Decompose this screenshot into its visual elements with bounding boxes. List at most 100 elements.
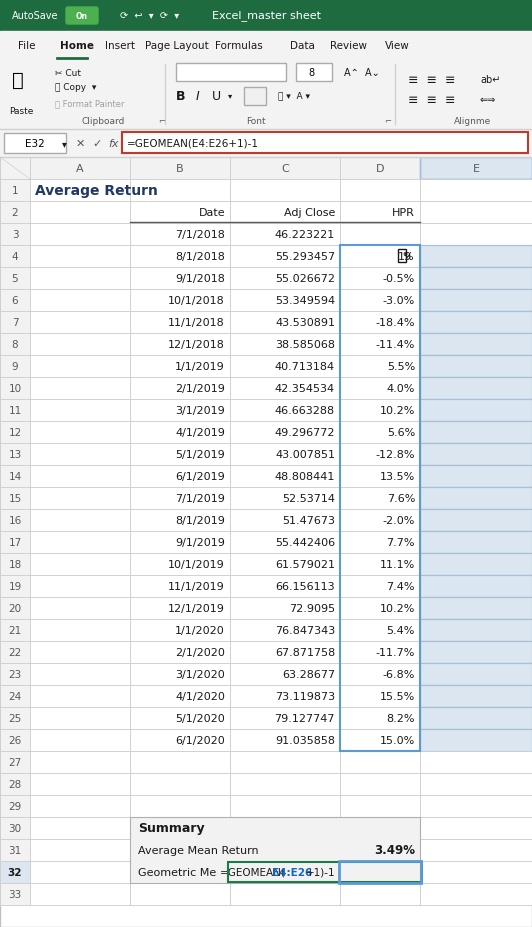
Text: 46.663288: 46.663288 (275, 405, 335, 415)
Bar (130, 443, 230, 465)
Bar (30, 664, 130, 685)
Text: 7/1/2019: 7/1/2019 (175, 493, 225, 503)
Text: 51.47673: 51.47673 (282, 515, 335, 526)
Bar (420, 202, 532, 223)
Text: 12: 12 (9, 427, 22, 438)
Bar (0, 180, 30, 202)
Text: =GEOMEAN(E4:E26+1)-1: =GEOMEAN(E4:E26+1)-1 (127, 139, 259, 149)
Bar (0, 619, 30, 641)
FancyBboxPatch shape (122, 133, 528, 154)
Bar (30, 158, 130, 180)
Text: 19: 19 (398, 252, 412, 261)
Text: -6.8%: -6.8% (383, 669, 415, 679)
Text: 5/1/2019: 5/1/2019 (175, 450, 225, 460)
Text: 1/1/2020: 1/1/2020 (175, 626, 225, 635)
Bar (340, 861, 420, 883)
Text: 1/1/2019: 1/1/2019 (175, 362, 225, 372)
Text: -2.0%: -2.0% (383, 515, 415, 526)
Text: 55.293457: 55.293457 (275, 252, 335, 261)
Text: 8: 8 (308, 68, 314, 78)
Text: Page Layout: Page Layout (145, 41, 209, 51)
Text: 31: 31 (9, 845, 22, 855)
Bar (340, 795, 420, 817)
Text: 55.442406: 55.442406 (275, 538, 335, 548)
Text: 30: 30 (9, 823, 22, 833)
Text: A: A (76, 164, 84, 174)
Bar (0, 158, 532, 927)
Bar (0, 817, 30, 839)
Bar (230, 334, 340, 356)
Text: 79.127747: 79.127747 (275, 713, 335, 723)
Bar (340, 576, 420, 597)
Bar (0, 443, 30, 465)
Text: 10.2%: 10.2% (380, 603, 415, 614)
Bar (130, 289, 230, 311)
Bar (30, 356, 130, 377)
Bar (339, 861, 421, 883)
Text: 17: 17 (9, 538, 22, 548)
Text: 91.035858: 91.035858 (275, 735, 335, 745)
Bar (420, 510, 532, 531)
Bar (420, 443, 532, 465)
Bar (340, 202, 420, 223)
Text: Excel_master sheet: Excel_master sheet (212, 10, 320, 21)
Bar (420, 817, 532, 839)
Text: 🖌 Format Painter: 🖌 Format Painter (55, 99, 124, 108)
Text: I: I (196, 89, 200, 102)
Text: 4.0%: 4.0% (387, 384, 415, 394)
Bar (0, 377, 30, 400)
Bar (130, 817, 230, 839)
Text: 42.354534: 42.354534 (275, 384, 335, 394)
Text: fx: fx (108, 139, 119, 149)
Bar (130, 180, 230, 202)
Text: ≡  ≡  ≡: ≡ ≡ ≡ (408, 73, 455, 86)
Bar (0, 223, 30, 246)
Bar (30, 839, 130, 861)
Bar (340, 531, 420, 553)
Text: -3.0%: -3.0% (383, 296, 415, 306)
Bar (0, 400, 30, 422)
Bar (420, 465, 532, 488)
Text: 5.5%: 5.5% (387, 362, 415, 372)
Bar (340, 488, 420, 510)
Text: 5/1/2020: 5/1/2020 (175, 713, 225, 723)
Text: 13: 13 (9, 450, 22, 460)
Bar (0, 839, 30, 861)
Bar (230, 223, 340, 246)
Bar (230, 883, 340, 905)
Text: +1)-1: +1)-1 (306, 867, 336, 877)
Bar (230, 861, 340, 883)
Text: HPR: HPR (392, 208, 415, 218)
Text: 7/1/2018: 7/1/2018 (175, 230, 225, 240)
Bar (30, 510, 130, 531)
Bar (420, 664, 532, 685)
Bar (230, 246, 340, 268)
Text: 15.0%: 15.0% (380, 735, 415, 745)
Bar (230, 664, 340, 685)
Bar (0, 707, 30, 730)
Bar (130, 839, 230, 861)
Text: A⌃  A⌄: A⌃ A⌄ (344, 68, 380, 78)
Text: 5: 5 (12, 273, 18, 284)
Text: 5.4%: 5.4% (387, 626, 415, 635)
Bar (420, 158, 532, 180)
Text: Adj Close: Adj Close (284, 208, 335, 218)
Bar (30, 553, 130, 576)
Text: 6/1/2019: 6/1/2019 (175, 472, 225, 481)
Bar (130, 664, 230, 685)
Text: Formulas: Formulas (215, 41, 263, 51)
Bar (0, 883, 30, 905)
Text: Summary: Summary (138, 821, 205, 834)
Text: 13.5%: 13.5% (380, 472, 415, 481)
Bar (0, 311, 30, 334)
Bar (30, 817, 130, 839)
Bar (130, 861, 230, 883)
Bar (130, 883, 230, 905)
Bar (230, 158, 340, 180)
Text: 8: 8 (12, 339, 18, 349)
Bar (30, 223, 130, 246)
Text: Geometric Me: Geometric Me (138, 867, 216, 877)
Text: 48.808441: 48.808441 (275, 472, 335, 481)
Text: Review: Review (330, 41, 367, 51)
Bar (420, 861, 532, 883)
